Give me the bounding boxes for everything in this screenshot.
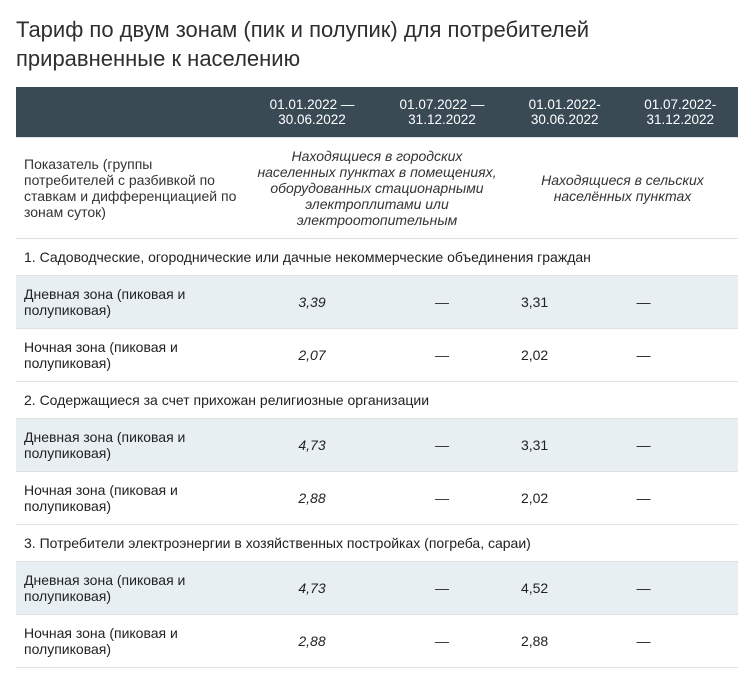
cell-value: — <box>377 419 507 472</box>
cell-value: — <box>377 276 507 329</box>
cell-value: — <box>377 562 507 615</box>
row-label: Дневная зона (пиковая и полупиковая) <box>16 419 247 472</box>
cell-value: 2,88 <box>247 472 377 525</box>
section-title: 3. Потребители электроэнергии в хозяйств… <box>16 525 738 562</box>
table-row: Ночная зона (пиковая и полупиковая)2,88—… <box>16 472 738 525</box>
header-empty <box>16 87 247 138</box>
table-row: Ночная зона (пиковая и полупиковая)2,88—… <box>16 615 738 668</box>
cell-value: 2,88 <box>507 615 623 668</box>
header-group-rural: Находящиеся в сельских населённых пункта… <box>507 138 738 239</box>
header-period-3: 01.01.2022-30.06.2022 <box>507 87 623 138</box>
cell-value: 2,88 <box>247 615 377 668</box>
cell-value: 2,02 <box>507 472 623 525</box>
cell-value: 2,02 <box>507 329 623 382</box>
cell-value: 3,39 <box>247 276 377 329</box>
cell-value: 4,73 <box>247 562 377 615</box>
cell-value: 4,52 <box>507 562 623 615</box>
tariff-table: 01.01.2022 — 30.06.2022 01.07.2022 — 31.… <box>16 87 738 668</box>
cell-value: — <box>622 562 738 615</box>
cell-value: — <box>622 276 738 329</box>
header-period-4: 01.07.2022-31.12.2022 <box>622 87 738 138</box>
table-row: Дневная зона (пиковая и полупиковая)3,39… <box>16 276 738 329</box>
table-row: Дневная зона (пиковая и полупиковая)4,73… <box>16 562 738 615</box>
cell-value: 2,07 <box>247 329 377 382</box>
cell-value: — <box>377 472 507 525</box>
cell-value: 4,73 <box>247 419 377 472</box>
table-row: Ночная зона (пиковая и полупиковая)2,07—… <box>16 329 738 382</box>
section-title: 1. Садоводческие, огороднические или дач… <box>16 239 738 276</box>
section-title: 2. Содержащиеся за счет прихожан религио… <box>16 382 738 419</box>
row-label: Ночная зона (пиковая и полупиковая) <box>16 329 247 382</box>
page-title: Тариф по двум зонам (пик и полупик) для … <box>16 16 738 73</box>
cell-value: — <box>622 419 738 472</box>
header-period-1: 01.01.2022 — 30.06.2022 <box>247 87 377 138</box>
cell-value: — <box>377 615 507 668</box>
header-indicator: Показатель (группы потребителей с разбив… <box>16 138 247 239</box>
cell-value: 3,31 <box>507 276 623 329</box>
cell-value: — <box>622 472 738 525</box>
header-period-2: 01.07.2022 — 31.12.2022 <box>377 87 507 138</box>
row-label: Дневная зона (пиковая и полупиковая) <box>16 562 247 615</box>
row-label: Ночная зона (пиковая и полупиковая) <box>16 472 247 525</box>
cell-value: — <box>377 329 507 382</box>
cell-value: 3,31 <box>507 419 623 472</box>
header-group-urban: Находящиеся в городских населенных пункт… <box>247 138 507 239</box>
table-row: Дневная зона (пиковая и полупиковая)4,73… <box>16 419 738 472</box>
cell-value: — <box>622 615 738 668</box>
cell-value: — <box>622 329 738 382</box>
row-label: Дневная зона (пиковая и полупиковая) <box>16 276 247 329</box>
row-label: Ночная зона (пиковая и полупиковая) <box>16 615 247 668</box>
